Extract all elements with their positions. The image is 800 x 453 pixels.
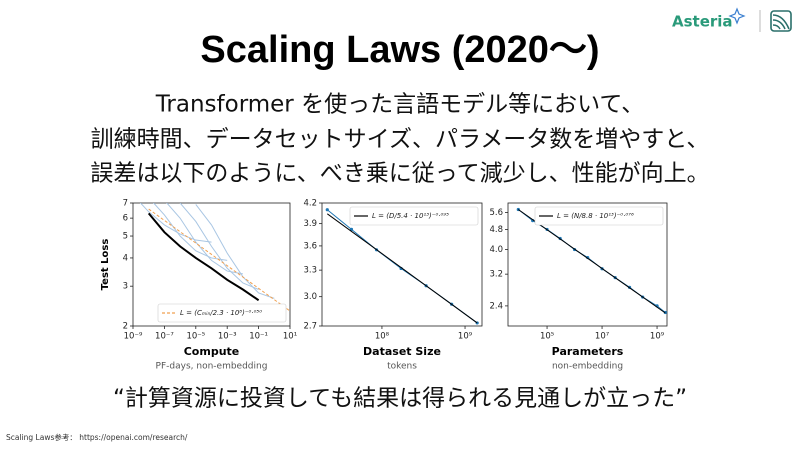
y-tick-label: 3.3	[303, 266, 317, 276]
y-axis-label: Test Loss	[100, 239, 111, 291]
x-axis-note: PF-days, non-embedding	[156, 362, 268, 372]
legend-box	[157, 303, 287, 323]
y-tick-label: 4.2	[303, 199, 317, 209]
x-tick-label: 10⁹	[458, 332, 473, 342]
y-tick-label: 3.2	[489, 270, 503, 280]
y-tick-label: 7	[123, 199, 128, 209]
brand-star	[728, 7, 746, 25]
legend-label: L = (Cₘᵢₙ/2.3 · 10⁸)⁻⁰·⁰⁵⁰	[180, 309, 262, 317]
y-tick-label: 2.4	[489, 301, 503, 311]
y-tick-label: 4.8	[489, 225, 503, 235]
series-line	[195, 204, 275, 299]
series-line	[147, 212, 260, 302]
y-tick-label: 3.9	[303, 219, 317, 229]
plot-area	[516, 207, 667, 315]
x-tick-label: 10⁻³	[218, 332, 237, 342]
chart: 10⁵ 10⁷ 10⁹ 2.4 3.2 4.0 4.8 5.6 Parameters non-em…	[489, 202, 668, 372]
series-line	[148, 208, 290, 312]
body-line: Transformer を使った言語モデル等において、	[155, 92, 644, 118]
brand-name: Asteria	[672, 13, 733, 31]
series-line	[179, 203, 259, 290]
y-tick-label: 3	[123, 282, 128, 292]
y-tick-label: 6	[123, 214, 128, 224]
x-axis-label: Dataset Size	[363, 345, 441, 358]
y-tick-label: 4.0	[489, 245, 503, 255]
y-tick-label: 2	[123, 322, 128, 332]
body-line: 訓練時間、データセットサイズ、パラメータ数を増やすと、	[91, 127, 710, 153]
y-tick-label: 4	[123, 253, 128, 263]
x-tick-label: 10⁷	[595, 332, 610, 342]
y-tick-label: 2.7	[303, 322, 317, 332]
chart: 10⁸ 10⁹ 2.7 3.0 3.3 3.6 3.9 4.2 Dataset Size toke…	[303, 199, 483, 372]
x-tick-label: 10⁹	[650, 332, 665, 342]
x-axis-note: tokens	[387, 362, 417, 372]
series-line	[326, 213, 478, 324]
plot-area	[325, 208, 479, 325]
brand-icon	[770, 10, 792, 32]
legend-label: L = (D/5.4 · 10¹³)⁻⁰·⁰⁹⁵	[372, 212, 449, 220]
x-tick-label: 10⁵	[540, 332, 554, 342]
x-tick-label: 10¹	[283, 332, 297, 342]
slide-title: Scaling Laws (2020〜)	[200, 29, 599, 71]
data-point	[325, 208, 329, 212]
plot-area	[139, 203, 290, 312]
body-line: 誤差は以下のように、べき乗に従って減少し、性能が向上。	[90, 161, 709, 187]
legend-label: L = (N/8.8 · 10¹³)⁻⁰·⁰⁷⁶	[557, 212, 634, 220]
series-line	[139, 203, 212, 243]
y-tick-label: 5	[123, 232, 128, 242]
x-tick-label: 10⁸	[375, 332, 390, 342]
quote: “計算資源に投資しても結果は得られる見通しが立った”	[113, 386, 687, 412]
legend-box	[349, 206, 479, 226]
x-tick-label: 10⁻⁵	[186, 332, 205, 342]
x-tick-label: 10⁻⁹	[124, 332, 143, 342]
y-tick-label: 5.6	[489, 208, 503, 218]
series-line	[152, 203, 228, 261]
x-tick-label: 10⁻¹	[249, 332, 268, 342]
y-tick-label: 3.0	[303, 292, 317, 302]
x-axis-label: Compute	[184, 345, 240, 358]
y-tick-label: 3.6	[303, 241, 317, 251]
legend-box	[534, 206, 664, 226]
x-axis-label: Parameters	[552, 345, 624, 358]
x-axis-note: non-embedding	[552, 362, 623, 372]
source-note: Scaling Laws参考： https://openai.com/resea…	[6, 432, 188, 442]
chart: 10⁻⁹ 10⁻⁷ 10⁻⁵ 10⁻³ 10⁻¹ 10¹ 2 3 4 5 6 7 Compute PF-d…	[100, 199, 297, 372]
x-tick-label: 10⁻⁷	[155, 332, 174, 342]
series-line	[166, 203, 243, 275]
series-line	[518, 209, 666, 314]
data-point	[349, 227, 354, 232]
